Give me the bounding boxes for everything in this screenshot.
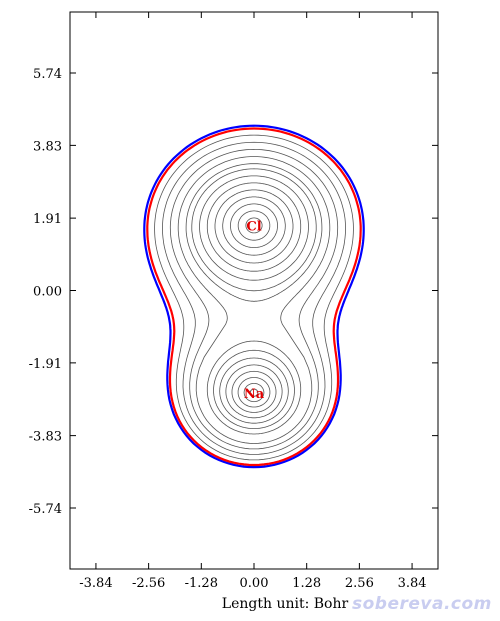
y-tick-label: -1.91: [29, 357, 62, 372]
contour-ring-cl-2: [206, 182, 302, 272]
axis-ticks: 5.74 3.83 1.91 0.00 -1.91 -3.83 -5.74 -3.84 -2.5…: [29, 12, 438, 591]
y-tick-label: 3.83: [33, 139, 62, 154]
contour-ring-na-0: [206, 340, 302, 435]
contour-ring-cl-6: [237, 210, 271, 241]
contour-ring-cl-5: [230, 203, 278, 248]
contour-outer-2: [169, 148, 339, 450]
contour-ring-cl-3: [214, 189, 294, 264]
contour-ring-cl-1: [199, 175, 309, 281]
atom-label-cl: Cl: [246, 219, 261, 234]
x-tick-label: 1.28: [292, 576, 321, 591]
contour-outer-4: [154, 134, 354, 461]
x-tick-label: 3.84: [398, 576, 427, 591]
y-tick-label: 1.91: [33, 212, 62, 227]
contour-ring-cl-0: [191, 168, 317, 292]
contour-ring-cl-7: [245, 217, 263, 234]
atom-labels: Cl Na: [244, 219, 265, 401]
boundary-curves: [143, 124, 365, 469]
contour-ring-na-3: [225, 364, 283, 419]
contour-outer-0: [185, 163, 323, 302]
x-tick-label: -2.56: [132, 576, 165, 591]
contour-ring-cl-4: [222, 196, 286, 256]
contour-outer-3: [162, 141, 346, 455]
y-tick-label: 0.00: [33, 285, 62, 300]
contour-outer-1: [177, 156, 331, 444]
contour-ring-na-7: [249, 388, 259, 397]
y-tick-label: 5.74: [33, 67, 62, 82]
x-tick-label: 2.56: [345, 576, 374, 591]
x-tick-label: -3.84: [79, 576, 112, 591]
x-tick-label: -1.28: [185, 576, 218, 591]
watermark: sobereva.com: [352, 594, 492, 614]
red-boundary-curve: [146, 127, 362, 467]
blue-boundary-curve: [143, 124, 365, 469]
x-tick-label: 0.00: [240, 576, 269, 591]
contour-ring-na-1: [213, 349, 295, 429]
contour-ring-na-5: [237, 377, 271, 408]
atom-label-na: Na: [244, 387, 265, 402]
y-tick-label: -5.74: [29, 502, 62, 517]
contour-ring-na-2: [219, 357, 289, 424]
y-tick-label: -3.83: [29, 430, 62, 445]
contour-lines: [154, 134, 354, 461]
contour-ring-na-4: [231, 370, 277, 413]
x-axis-title: Length unit: Bohr: [222, 596, 349, 612]
contour-ring-na-6: [243, 383, 265, 403]
